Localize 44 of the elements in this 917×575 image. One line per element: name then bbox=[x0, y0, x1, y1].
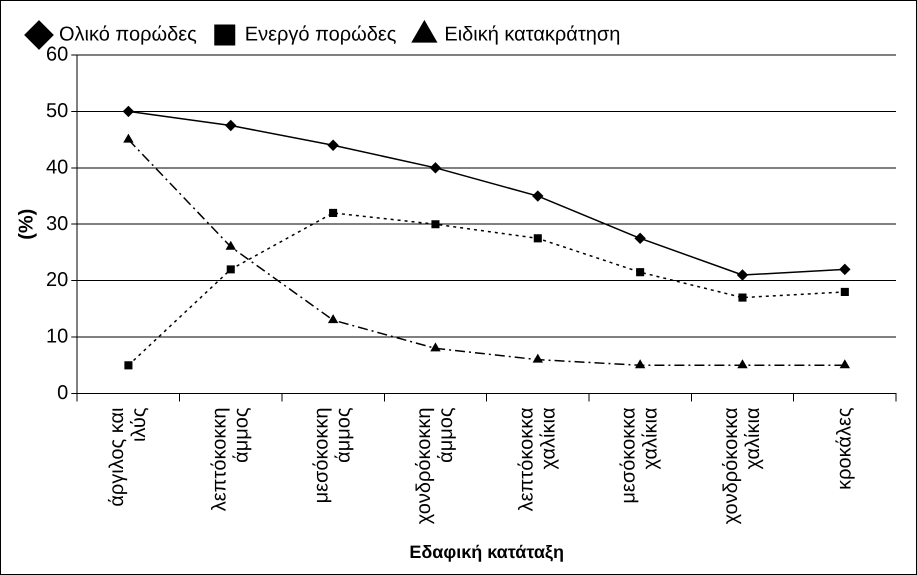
y-axis-title: (%) bbox=[16, 208, 38, 240]
point bbox=[532, 190, 544, 202]
x-tick-label: κροκάλες bbox=[833, 407, 856, 490]
x-tick-label: μεσόκοκκα χαλίκια bbox=[618, 407, 662, 504]
point bbox=[738, 294, 747, 302]
x-tick-label: λεπτόκοκκη άμμος bbox=[208, 407, 252, 512]
point bbox=[635, 360, 645, 368]
y-tick-label: 60 bbox=[46, 44, 68, 66]
y-tick-label: 20 bbox=[46, 269, 68, 292]
point bbox=[226, 265, 235, 274]
point bbox=[634, 232, 646, 244]
y-tick-label: 50 bbox=[46, 100, 68, 122]
y-tick-label: 0 bbox=[57, 382, 68, 404]
point bbox=[122, 106, 134, 117]
point bbox=[738, 360, 748, 368]
point bbox=[430, 162, 441, 174]
x-tick-label: μεσόκοκκη άμμος bbox=[310, 407, 355, 504]
point bbox=[328, 314, 338, 324]
point bbox=[431, 220, 440, 228]
x-tick-label: άργιλος και ιλύς bbox=[106, 407, 150, 507]
point bbox=[329, 208, 338, 217]
y-tick-label: 30 bbox=[46, 212, 68, 235]
point bbox=[225, 120, 236, 132]
x-axis-title: Εδαφική κατάταξη bbox=[409, 542, 564, 562]
legend-label: Ενεργό πορώδες bbox=[244, 24, 397, 46]
point bbox=[839, 264, 850, 275]
legend-label: Ειδική κατακράτηση bbox=[444, 24, 620, 46]
point bbox=[430, 342, 440, 352]
point bbox=[736, 270, 748, 281]
x-tick-label: χονδρόκοκκα χαλίκια bbox=[720, 407, 764, 524]
point bbox=[328, 140, 339, 151]
y-tick-label: 40 bbox=[46, 156, 68, 178]
x-tick-label: λεπτόκοκκα χαλίκια bbox=[515, 407, 560, 512]
point bbox=[840, 360, 850, 368]
point bbox=[124, 361, 132, 370]
y-tick-label: 10 bbox=[46, 326, 68, 348]
legend-label: Ολικό πορώδες bbox=[59, 24, 198, 46]
point bbox=[226, 241, 236, 250]
point bbox=[534, 234, 542, 242]
point bbox=[636, 268, 644, 276]
point bbox=[532, 354, 543, 363]
x-tick-label: χονδρόκοκκη άμμος bbox=[412, 407, 457, 524]
point bbox=[840, 288, 849, 296]
point bbox=[124, 134, 134, 143]
